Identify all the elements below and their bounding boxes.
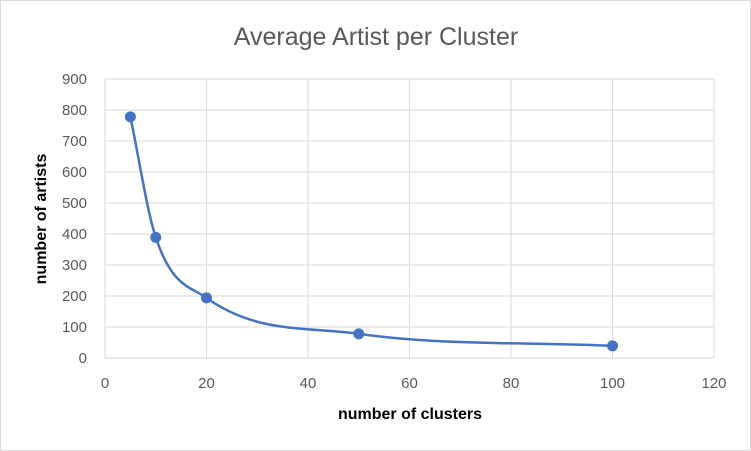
x-axis-label: number of clusters [338, 406, 482, 423]
x-tick-label: 60 [401, 375, 418, 392]
x-tick-label: 120 [701, 375, 726, 392]
y-tick-label: 800 [62, 102, 87, 119]
data-point [353, 328, 365, 340]
y-tick-label: 500 [62, 195, 87, 212]
y-tick-label: 200 [62, 288, 87, 305]
x-tick-label: 0 [101, 375, 109, 392]
x-tick-label: 20 [198, 375, 215, 392]
y-tick-label: 400 [62, 226, 87, 243]
data-point [150, 231, 162, 243]
data-point [124, 111, 136, 123]
tick-layer: 0 100 200 300 400 500 600 700 800 900 0 20 40 60 80 100… [62, 71, 727, 392]
y-tick-label: 100 [62, 319, 87, 336]
y-axis-label: number of artists [33, 154, 50, 285]
y-tick-label: 700 [62, 133, 87, 150]
x-tick-label: 80 [503, 375, 520, 392]
y-tick-label: 0 [79, 350, 87, 367]
y-tick-label: 600 [62, 164, 87, 181]
y-tick-label: 900 [62, 71, 87, 88]
data-point [607, 340, 618, 352]
grid-layer [104, 78, 715, 359]
y-tick-label: 300 [62, 257, 87, 274]
data-point [201, 292, 212, 304]
x-tick-label: 100 [600, 375, 625, 392]
series-line [129, 116, 613, 348]
series-layer [124, 111, 618, 352]
x-tick-label: 40 [300, 375, 317, 392]
chart-title: Average Artist per Cluster [234, 23, 518, 51]
